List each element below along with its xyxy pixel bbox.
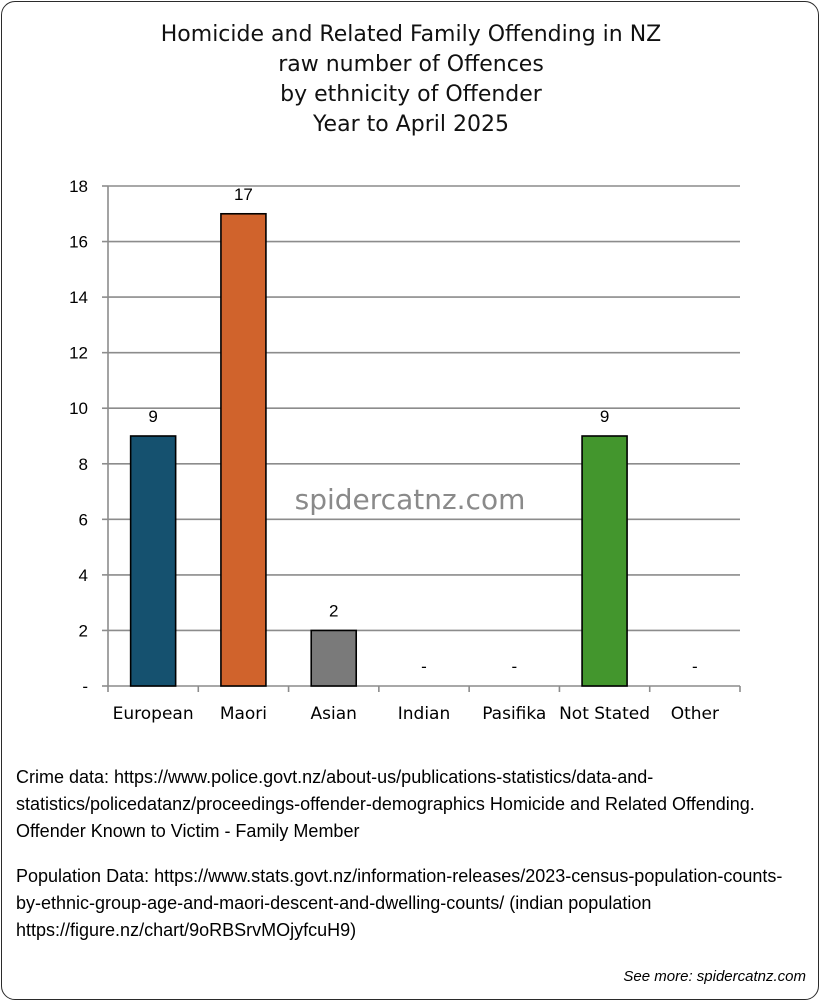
y-tick-label: 10 [69, 399, 88, 418]
data-label: 2 [329, 601, 338, 620]
x-tick-label: Maori [220, 704, 267, 724]
axes [107, 186, 740, 687]
x-axis-ticks: European Maori Asian Indian Pasifika Not Stat… [107, 686, 741, 724]
gridlines [108, 185, 740, 632]
title-line-2: raw number of Offences [278, 52, 544, 77]
y-tick-label: 16 [69, 233, 88, 252]
title-line-3: by ethnicity of Offender [280, 82, 542, 107]
y-tick-label: 12 [69, 344, 88, 363]
bar-european [129, 435, 177, 687]
data-label: - [692, 657, 698, 676]
x-tick-label: European [113, 704, 194, 724]
data-label: - [421, 657, 427, 676]
y-tick-label: 8 [79, 455, 88, 474]
y-tick-label: 2 [79, 621, 88, 640]
chart-title: Homicide and Related Family Offending in… [0, 20, 822, 140]
crime-data-note: Crime data: https://www.police.govt.nz/a… [16, 767, 755, 841]
bar-not-stated [581, 435, 628, 687]
title-line-4: Year to April 2025 [313, 112, 509, 137]
bar-maori [220, 212, 267, 687]
y-tick-label: 4 [79, 566, 88, 585]
y-tick-label: 14 [69, 288, 88, 307]
source-notes: Crime data: https://www.police.govt.nz/a… [16, 764, 806, 944]
data-label: - [511, 657, 517, 676]
y-tick-label: 18 [69, 177, 88, 196]
bars [129, 212, 628, 687]
data-label: 9 [600, 407, 609, 426]
data-label: 17 [234, 185, 253, 204]
title-line-1: Homicide and Related Family Offending in… [160, 22, 662, 47]
x-tick-label: Other [671, 704, 719, 724]
data-label: 9 [148, 407, 157, 426]
watermark: spidercatnz.com [295, 483, 526, 516]
bar-asian [310, 629, 358, 687]
y-axis-ticks: - 2 4 6 8 10 12 14 16 18 [69, 177, 108, 696]
data-labels: 9 17 2 - - 9 - [148, 185, 697, 676]
x-tick-label: Asian [311, 704, 357, 724]
x-tick-label: Pasifika [482, 704, 546, 724]
bar-chart: - 2 4 6 8 10 12 14 16 18 9 17 2 - - 9 - European Maori As… [69, 177, 741, 724]
y-tick-label: - [82, 677, 88, 696]
population-data-note: Population Data: https://www.stats.govt.… [16, 866, 783, 940]
x-tick-label: Not Stated [559, 704, 650, 724]
x-tick-label: Indian [398, 704, 451, 724]
see-more-credit: See more: spidercatnz.com [623, 968, 806, 985]
y-tick-label: 6 [79, 510, 88, 529]
